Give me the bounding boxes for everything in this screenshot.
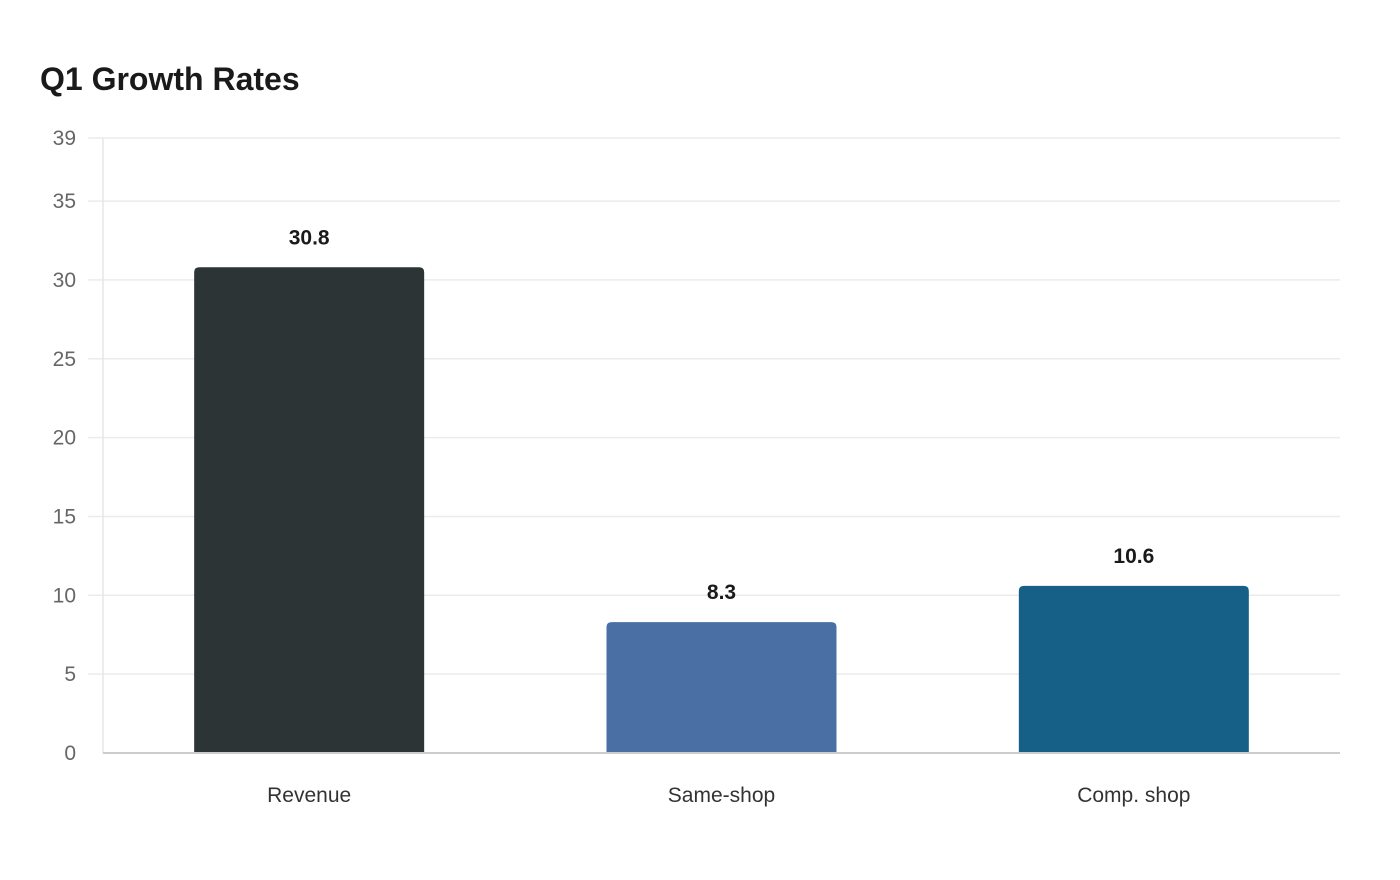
labels: 0 5 10 15 20 25 30 35 39 30.8 Revenue 8.3 Same-shop 1… [53, 127, 1191, 807]
bar-value-label: 8.3 [707, 581, 736, 604]
y-tick-label: 0 [64, 742, 76, 765]
y-tick-label: 20 [53, 427, 76, 450]
y-tick-label: 39 [53, 127, 76, 150]
bar-value-label: 10.6 [1113, 545, 1154, 568]
y-tick-label: 5 [64, 663, 76, 686]
x-tick-label: Comp. shop [1077, 784, 1190, 807]
y-tick-label: 15 [53, 505, 76, 528]
bar-comp-shop [1018, 585, 1249, 753]
y-tick-label: 30 [53, 269, 76, 292]
y-tick-label: 10 [53, 584, 76, 607]
y-tick-label: 25 [53, 348, 76, 371]
x-tick-label: Same-shop [668, 784, 775, 807]
bar-same-shop [606, 622, 837, 753]
bar-value-label: 30.8 [289, 226, 330, 249]
chart-title: Q1 Growth Rates [40, 61, 300, 97]
x-tick-label: Revenue [267, 784, 351, 807]
bars [194, 267, 1249, 753]
axes [102, 138, 1340, 754]
bar-revenue [194, 267, 425, 753]
y-tick-label: 35 [53, 190, 76, 213]
